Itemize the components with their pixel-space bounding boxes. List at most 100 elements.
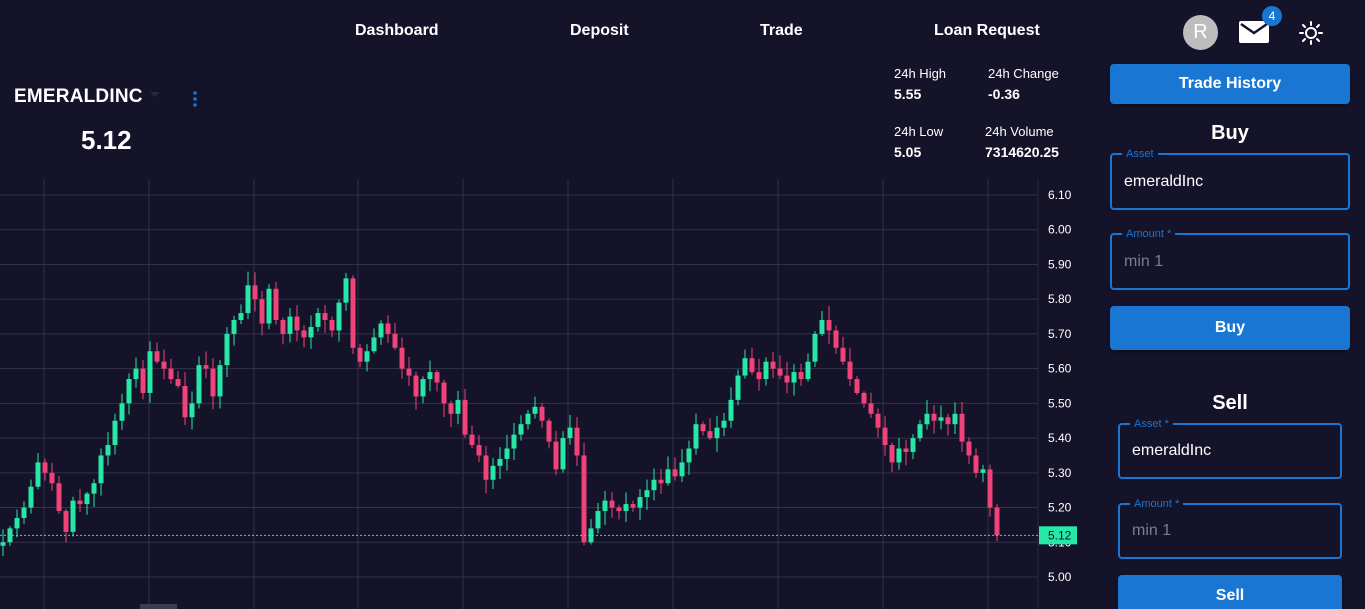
buy-title: Buy [1211, 122, 1249, 144]
candle-body [287, 316, 293, 334]
candle-body [560, 438, 566, 470]
candle-body [70, 500, 76, 532]
candle-body [868, 403, 874, 414]
trade-history-button[interactable]: Trade History [1110, 64, 1350, 104]
candle-body [756, 372, 762, 380]
candle-body [910, 438, 916, 452]
mail-count-badge: 4 [1262, 6, 1282, 26]
sell-amount-field[interactable]: Amount * min 1 [1118, 497, 1342, 559]
candle-body [448, 403, 454, 414]
candle-body [406, 368, 412, 376]
buy-asset-field[interactable]: Asset emeraldInc [1110, 147, 1350, 210]
y-tick-label: 5.20 [1048, 501, 1072, 515]
candle-body [273, 288, 279, 321]
candle-body [364, 351, 370, 362]
candle-body [105, 445, 111, 456]
candle-body [539, 406, 545, 421]
nav-loan-request[interactable]: Loan Request [934, 22, 1040, 39]
candle-body [959, 413, 965, 442]
candle-body [161, 361, 167, 369]
candle-body [847, 361, 853, 380]
candle-body [651, 479, 657, 491]
stat-24h-change-value: -0.36 [988, 86, 1020, 102]
buy-asset-label: Asset [1122, 147, 1158, 161]
avatar[interactable]: R [1183, 15, 1218, 50]
nav-dashboard[interactable]: Dashboard [355, 22, 439, 39]
candle-body [798, 372, 804, 380]
candle-body [84, 493, 90, 505]
candle-body [336, 302, 342, 331]
candle-body [308, 326, 314, 338]
candle-body [357, 347, 363, 362]
candlestick-chart[interactable]: 6.10 6.00 5.90 5.80 5.70 5.60 5.50 5.40 5.30 5.20… [0, 179, 1090, 609]
candle-body [203, 365, 209, 369]
candle-body [917, 424, 923, 439]
candle-body [63, 511, 69, 532]
candle-body [945, 417, 951, 425]
candle-body [301, 330, 307, 338]
candle-body [238, 313, 244, 321]
y-tick-label: 5.90 [1048, 257, 1072, 271]
sell-amount-label: Amount * [1130, 497, 1184, 511]
candle-body [882, 427, 888, 446]
candle-body [266, 288, 272, 324]
y-tick-label: 6.10 [1048, 188, 1072, 202]
sell-asset-field[interactable]: Asset * emeraldInc [1118, 417, 1342, 479]
candle-body [315, 313, 321, 327]
candle-body [56, 483, 62, 512]
candle-body [721, 420, 727, 428]
candle-body [728, 399, 734, 421]
candle-body [42, 462, 48, 473]
ticker-name[interactable]: EMERALDINC [14, 86, 143, 107]
candle-body [21, 507, 27, 518]
candle-body [14, 517, 20, 529]
candle-body [224, 333, 230, 366]
sell-amount-placeholder: min 1 [1132, 522, 1172, 539]
caret-down-icon[interactable] [150, 92, 160, 97]
candle-body [602, 500, 608, 512]
candle-body [469, 434, 475, 446]
candle-body [707, 431, 713, 439]
candle-body [182, 386, 188, 418]
stat-24h-change-label: 24h Change [988, 66, 1059, 81]
candle-body [378, 323, 384, 338]
candle-body [252, 285, 258, 300]
candle-body [693, 424, 699, 449]
candle-body [686, 448, 692, 463]
candle-body [553, 441, 559, 470]
candle-body [98, 455, 104, 484]
candle-body [952, 413, 958, 425]
candle-body [630, 504, 636, 508]
candle-body [434, 372, 440, 383]
candle-body [91, 483, 97, 494]
candle-body [714, 427, 720, 439]
candle-body [581, 455, 587, 543]
buy-button[interactable]: Buy [1110, 306, 1350, 350]
candle-body [833, 330, 839, 348]
stat-24h-high-label: 24h High [894, 66, 947, 81]
current-price: 5.12 [81, 125, 132, 155]
candle-body [455, 399, 461, 414]
sun-icon[interactable] [1298, 20, 1324, 46]
candle-body [343, 278, 349, 303]
nav-deposit[interactable]: Deposit [570, 22, 629, 39]
buy-amount-field[interactable]: Amount * min 1 [1110, 227, 1350, 290]
chart-scrollbar[interactable] [140, 604, 177, 609]
candle-body [112, 420, 118, 446]
candle-body [567, 427, 573, 439]
mail-icon[interactable] [1238, 18, 1272, 46]
nav-trade[interactable]: Trade [760, 22, 803, 39]
more-vertical-icon[interactable] [190, 89, 200, 109]
candle-body [966, 441, 972, 456]
candle-body [777, 368, 783, 376]
candle-body [168, 368, 174, 380]
y-tick-label: 6.00 [1048, 223, 1072, 237]
sell-button[interactable]: Sell [1118, 575, 1342, 609]
candle-body [245, 285, 251, 314]
stat-24h-high-value: 5.55 [894, 86, 922, 102]
candle-body [938, 417, 944, 421]
candle-body [497, 458, 503, 466]
candle-body [322, 313, 328, 321]
candle-body [875, 413, 881, 428]
